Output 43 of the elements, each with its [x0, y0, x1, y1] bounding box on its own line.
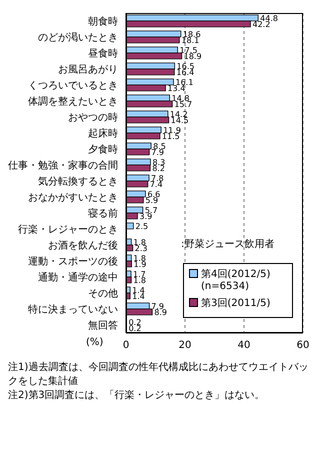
- y-tick-label: お風呂あがり: [58, 64, 118, 76]
- y-tick-label: 行楽・レジャーのとき: [18, 224, 118, 236]
- data-label: 2.5: [135, 222, 148, 231]
- text: 注2)第3回調査には、「行楽・レジャーのとき」はない。: [8, 389, 266, 403]
- data-label: 11.5: [162, 132, 180, 141]
- y-tick-label: 仕事・勉強・家事の合間: [8, 160, 118, 172]
- x-tick-label: 20: [178, 340, 192, 352]
- y-tick-label: 起床時: [88, 128, 118, 140]
- legend-label: 第4回(2012/5) (n=6534): [201, 268, 272, 292]
- data-label: 7.9: [151, 148, 164, 157]
- data-label: 18.1: [181, 36, 200, 45]
- y-tick-label: 気分転換するとき: [38, 176, 118, 188]
- y-tick-label: 寝る前: [88, 208, 118, 220]
- y-tick-label: 特に決まっていない: [28, 304, 118, 316]
- data-label: 8.9: [154, 308, 167, 317]
- annotation: :野菜ジュース飲用者: [181, 238, 274, 251]
- y-tick-label: 体調を整えたいとき: [28, 96, 118, 108]
- y-tick-label: おやつの時: [68, 112, 118, 124]
- y-tick-label: 通勤・通学の途中: [38, 272, 118, 284]
- data-label: 13.4: [168, 84, 186, 93]
- y-tick-label: 夕食時: [88, 144, 118, 156]
- y-tick-label: その他: [88, 288, 118, 300]
- y-tick-label: 朝食時: [88, 16, 118, 28]
- x-tick-label: 60: [296, 340, 310, 352]
- y-tick-label: くつろいでいるとき: [28, 80, 118, 92]
- data-label: 14.5: [170, 116, 189, 125]
- y-tick-label: 昼食時: [88, 48, 118, 60]
- y-tick-label: お酒を飲んだ後: [48, 240, 118, 252]
- data-label: 1.4: [132, 292, 145, 301]
- data-label: 42.2: [252, 20, 270, 29]
- x-axis-title: (%): [86, 337, 104, 348]
- x-tick-label: 0: [122, 340, 130, 352]
- y-tick-label: 無回答: [88, 320, 118, 332]
- y-tick-label: 運動・スポーツの後: [28, 256, 118, 268]
- y-tick-label: おなかがすいたとき: [28, 192, 118, 204]
- data-label: 7.4: [150, 180, 163, 189]
- legend-label: 第3回(2011/5): [201, 296, 270, 310]
- data-label: 1.8: [133, 276, 146, 285]
- text: 注1)過去調査は、今回調査の性年代構成比にあわせてウエイトバックをした集計値: [8, 361, 310, 389]
- data-label: 2.3: [134, 244, 148, 253]
- y-tick-label: のどが渇いたとき: [38, 32, 118, 44]
- data-label: 15.7: [174, 100, 192, 109]
- x-tick-label: 40: [238, 340, 250, 352]
